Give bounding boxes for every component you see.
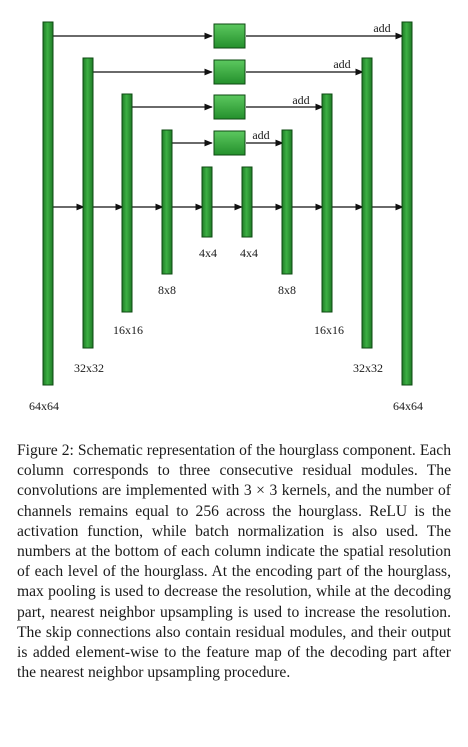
caption-text: Figure 2: Schematic representation of th…: [17, 442, 451, 682]
resolution-label-col6: 4x4: [240, 246, 258, 260]
skip2-add-label: add: [333, 57, 350, 71]
skip4-residual-box: [213, 130, 246, 156]
add-labels: add add add add: [252, 21, 390, 142]
column-4: [161, 129, 173, 275]
column-1: [42, 21, 54, 386]
skip4-add-label: add: [252, 128, 269, 142]
resolution-label-col7: 8x8: [278, 283, 296, 297]
skip-connections: [53, 32, 404, 147]
column-7: [281, 129, 293, 275]
resolution-labels: 64x64 32x32 16x16 8x8 4x4 4x4 8x8 16x16 …: [29, 246, 423, 413]
column-2: [82, 57, 94, 349]
resolution-label-col4: 8x8: [158, 283, 176, 297]
resolution-label-col3: 16x16: [113, 323, 143, 337]
column-3: [121, 93, 133, 313]
residual-columns: [42, 21, 413, 386]
hourglass-diagram: add add add add 64x64 32x32 16x16 8x8 4x…: [29, 21, 423, 413]
resolution-label-col5: 4x4: [199, 246, 217, 260]
column-8: [321, 93, 333, 313]
resolution-label-col8: 16x16: [314, 323, 344, 337]
skip-residual-boxes: [213, 23, 246, 156]
resolution-label-col9: 32x32: [353, 361, 383, 375]
resolution-label-col2: 32x32: [74, 361, 104, 375]
skip1-residual-box: [213, 23, 246, 49]
skip3-add-label: add: [292, 93, 309, 107]
figure-caption: Figure 2: Schematic representation of th…: [17, 441, 451, 683]
column-10: [401, 21, 413, 386]
skip1-add-label: add: [373, 21, 390, 35]
skip2-residual-box: [213, 59, 246, 85]
skip3-residual-box: [213, 94, 246, 120]
column-5: [201, 166, 213, 238]
resolution-label-col10: 64x64: [393, 399, 423, 413]
resolution-label-col1: 64x64: [29, 399, 59, 413]
column-6: [241, 166, 253, 238]
column-9: [361, 57, 373, 349]
